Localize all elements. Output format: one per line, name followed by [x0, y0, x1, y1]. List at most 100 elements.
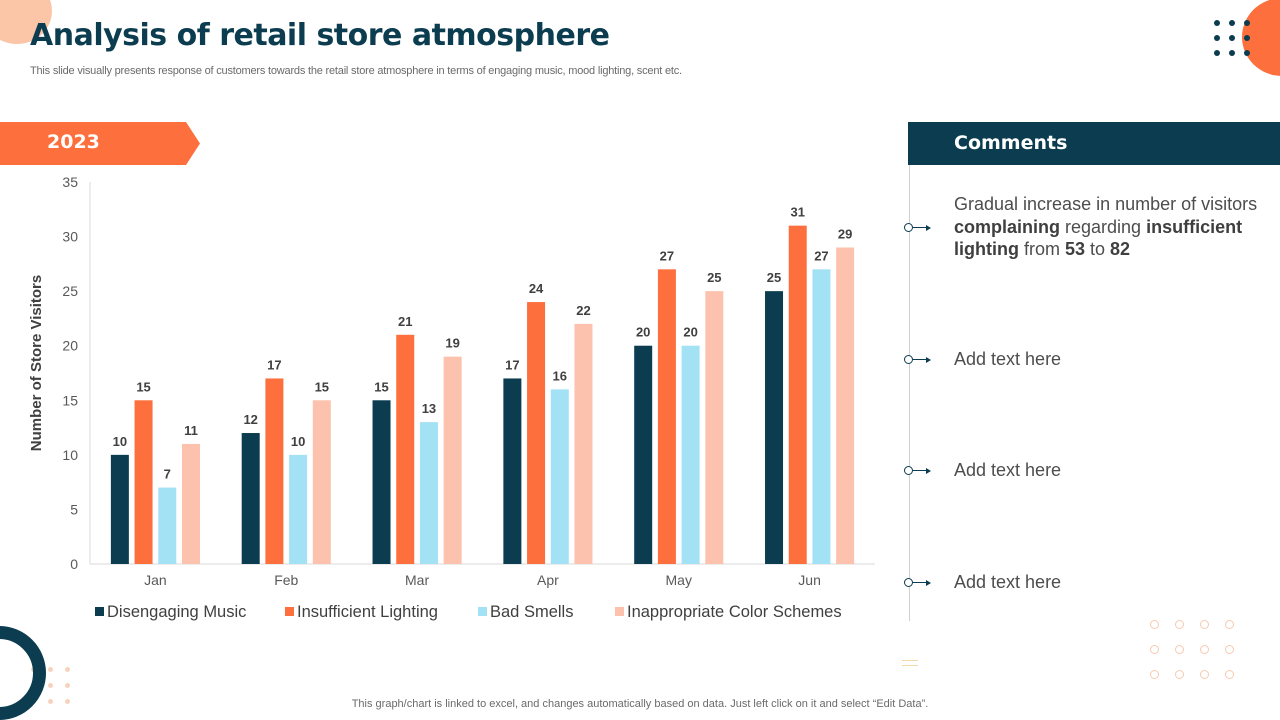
bar-insufficient-lighting [265, 378, 284, 564]
legend-label: Inappropriate Color Schemes [627, 603, 842, 621]
arrow-connector-icon [904, 355, 932, 365]
bar-insufficient-lighting [134, 400, 153, 564]
bar-bad-smells [681, 345, 700, 564]
arrow-connector-icon [904, 578, 932, 588]
bar-bad-smells [158, 487, 177, 564]
decorative-dot [1229, 50, 1235, 56]
legend-item[interactable]: Insufficient Lighting [285, 603, 438, 622]
comment-fragment: to [1085, 239, 1111, 259]
bar-inappropriate-color-schemes [836, 247, 855, 564]
decorative-dot [1244, 35, 1250, 41]
decorative-dot [1150, 645, 1159, 654]
bar-disengaging-music [110, 454, 129, 564]
data-label: 27 [814, 248, 828, 263]
data-label: 16 [553, 368, 567, 383]
year-label: 2023 [47, 131, 100, 153]
bar-bad-smells [812, 269, 831, 564]
legend-swatch-icon [95, 607, 104, 616]
legend-label: Disengaging Music [107, 603, 247, 621]
bar-disengaging-music [765, 291, 784, 564]
decorative-dot [1200, 670, 1209, 679]
x-tick-label: May [666, 572, 692, 588]
comment-text-4[interactable]: Add text here [954, 572, 1062, 592]
legend-item[interactable]: Disengaging Music [95, 603, 246, 622]
bar-disengaging-music [372, 400, 391, 564]
legend-label: Bad Smells [490, 603, 574, 621]
decorative-dot [1200, 645, 1209, 654]
y-tick-label: 20 [62, 338, 78, 354]
bar-bad-smells [419, 422, 438, 564]
data-label: 17 [267, 357, 281, 372]
bar-bad-smells [289, 454, 308, 564]
data-label: 31 [790, 205, 804, 220]
bar-insufficient-lighting [396, 334, 415, 564]
data-label: 12 [243, 412, 257, 427]
comment-highlight: insufficient lighting [954, 216, 1243, 260]
comment-highlight: complaining [954, 216, 1061, 237]
data-label: 10 [291, 434, 305, 449]
y-tick-label: 10 [62, 447, 78, 463]
decorative-dot [65, 667, 70, 672]
decorative-dot [1244, 50, 1250, 56]
decorative-dot [1244, 20, 1250, 26]
decorative-dot [1214, 20, 1220, 26]
bar-insufficient-lighting [527, 302, 546, 564]
data-label: 21 [398, 314, 412, 329]
arrow-connector-icon [904, 223, 932, 233]
footer-note: This graph/chart is linked to excel, and… [351, 698, 929, 710]
legend-item[interactable]: Inappropriate Color Schemes [615, 603, 842, 622]
x-tick-label: Feb [274, 572, 298, 588]
y-tick-label: 35 [62, 174, 78, 190]
decorative-dot [1214, 35, 1220, 41]
data-label: 20 [636, 325, 650, 340]
y-axis-title: Number of Store Visitors [28, 275, 45, 451]
comment-highlight: 53 [1065, 239, 1086, 259]
legend-item[interactable]: Bad Smells [478, 603, 573, 622]
decorative-dot [1229, 20, 1235, 26]
data-label: 15 [315, 379, 329, 394]
decorative-dot [1214, 50, 1220, 56]
bar-insufficient-lighting [657, 269, 676, 564]
comment-text-1: Gradual increase in number of visitors c… [954, 193, 1264, 261]
bar-insufficient-lighting [788, 225, 807, 564]
data-label: 15 [374, 379, 388, 394]
data-label: 17 [505, 357, 519, 372]
comment-fragment: regarding [1060, 216, 1147, 237]
x-tick-label: Mar [405, 572, 429, 588]
x-tick-label: Apr [537, 572, 559, 588]
decorative-dot [48, 667, 53, 672]
data-label: 24 [529, 281, 544, 296]
legend-swatch-icon [615, 607, 624, 616]
data-label: 25 [767, 270, 781, 285]
decorative-dash [902, 660, 918, 661]
decorative-dot [48, 683, 53, 688]
bar-inappropriate-color-schemes [181, 443, 200, 564]
decorative-dot [65, 683, 70, 688]
decorative-dot [1225, 670, 1234, 679]
comment-text-3[interactable]: Add text here [954, 460, 1062, 480]
decorative-dot [1200, 620, 1209, 629]
bar-disengaging-music [634, 345, 653, 564]
y-tick-label: 0 [70, 556, 78, 572]
bar-inappropriate-color-schemes [574, 323, 593, 564]
decorative-dot [1229, 35, 1235, 41]
decorative-dot [1175, 645, 1184, 654]
data-label: 22 [576, 303, 590, 318]
comment-highlight: 82 [1110, 239, 1131, 259]
data-label: 11 [184, 423, 198, 438]
bar-bad-smells [550, 389, 569, 564]
comment-fragment: Gradual increase in number of visitors [954, 194, 1258, 214]
y-tick-label: 15 [62, 392, 78, 408]
y-tick-label: 30 [62, 229, 78, 245]
comment-fragment: from [1018, 239, 1065, 259]
bar-inappropriate-color-schemes [443, 356, 462, 564]
bar-disengaging-music [241, 433, 260, 564]
comment-text-2[interactable]: Add text here [954, 349, 1062, 369]
legend-label: Insufficient Lighting [297, 603, 438, 621]
data-label: 19 [445, 336, 459, 351]
page-title: Analysis of retail store atmosphere [30, 18, 610, 53]
decorative-dot [48, 699, 53, 704]
comments-heading: Comments [954, 132, 1068, 154]
bar-chart[interactable]: 0 5 10 15 20 25 30 35 Number of Store Visitors Ja… [0, 0, 900, 600]
decorative-dot [1175, 670, 1184, 679]
